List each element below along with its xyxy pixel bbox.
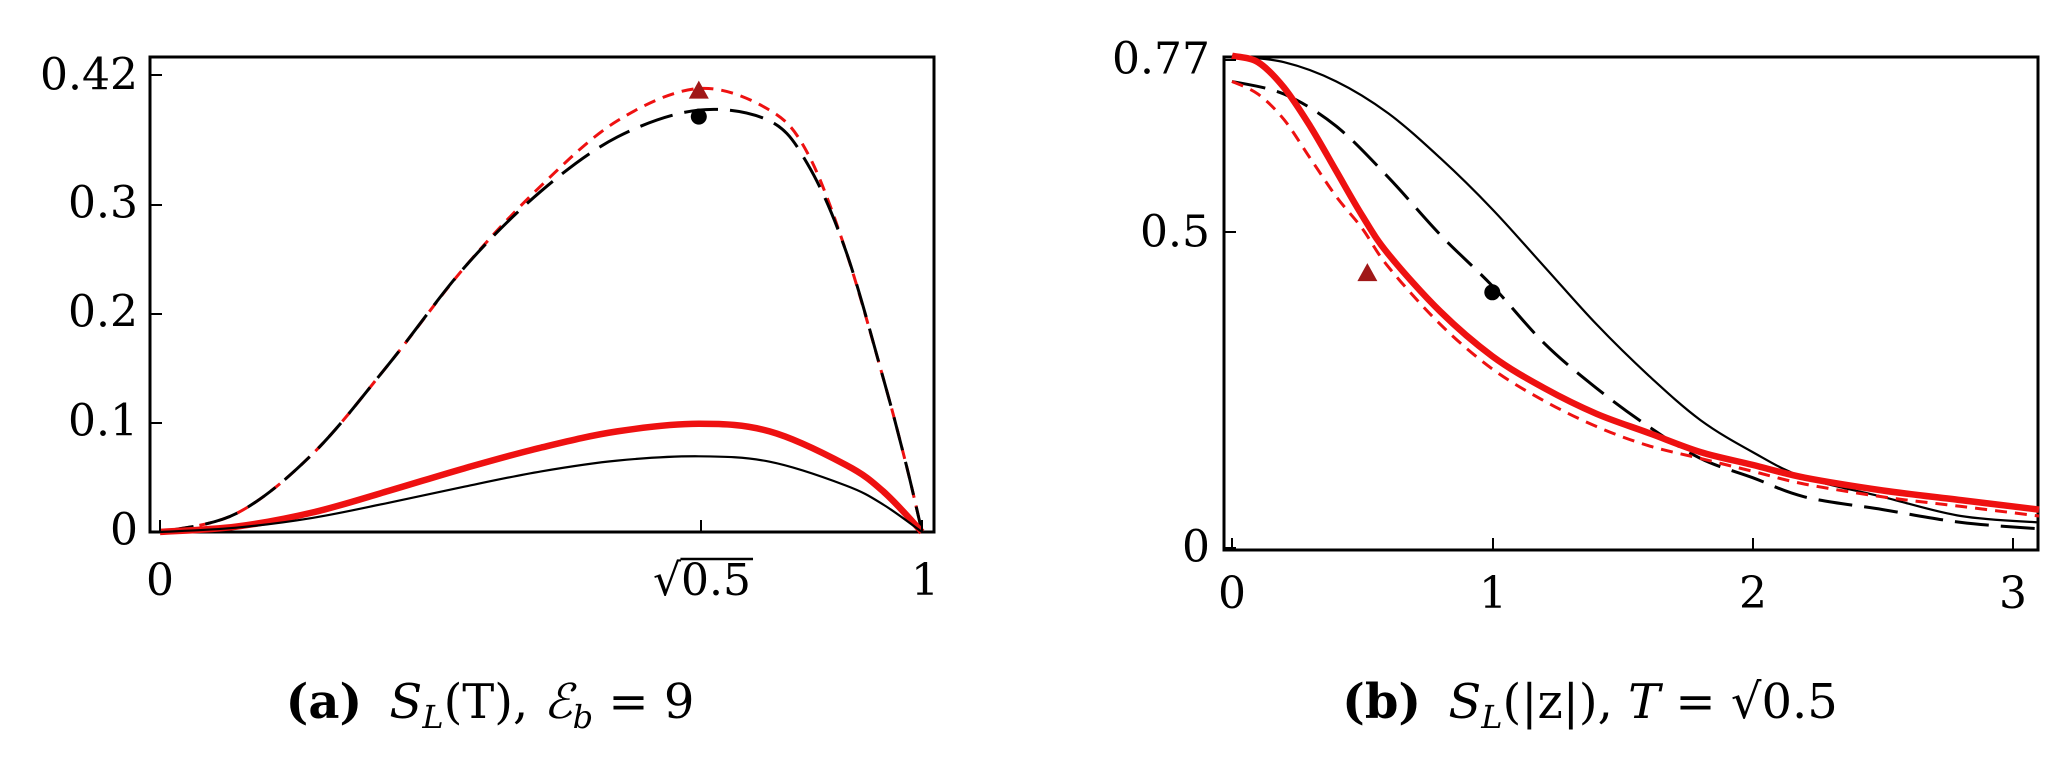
panel-b-triangle-marker <box>1357 263 1378 282</box>
panel-b-ytick-0: 0 <box>1182 522 1210 573</box>
panel-a-ytick-0.42: 0.42 <box>40 50 138 101</box>
panel-b-tickmarks <box>1224 59 2014 550</box>
panel-b-ytick-0.5: 0.5 <box>1140 207 1210 258</box>
panel-b-frame <box>1222 55 2040 552</box>
panel-a-ytick-0.1: 0.1 <box>68 396 138 447</box>
panel-a-ytick-0.3: 0.3 <box>68 178 138 229</box>
panel-a-series-black-longdash <box>159 107 924 534</box>
panel-a-caption-fn: S <box>389 674 422 730</box>
panel-b-series-red-dashed <box>1231 80 2040 518</box>
panel-a-caption-arg: (T), <box>444 674 544 730</box>
panel-b-ytick-0.77: 0.77 <box>1112 34 1210 85</box>
panel-a-tickmarks <box>150 74 923 532</box>
panel-a-circle-marker <box>690 108 707 125</box>
panel-b-xtick-2: 2 <box>1739 568 1767 619</box>
panel-b: 0 0.5 0.77 0 1 2 3 <box>1112 34 2040 619</box>
panel-a-caption-rest: = 9 <box>593 674 694 730</box>
panel-b-xtick-0: 0 <box>1218 568 1246 619</box>
panel-a-caption-sub: L <box>421 698 443 736</box>
panel-b-caption-arg: (|z|), <box>1503 674 1629 730</box>
panel-a-ytick-0.2: 0.2 <box>68 287 138 338</box>
panel-b-series-black-longdash <box>1231 79 2040 531</box>
panel-b-plot <box>1231 52 2040 531</box>
panel-a-label: (a) <box>286 674 363 730</box>
panel-a-ytick-0: 0 <box>110 505 138 556</box>
panel-b-xtick-1: 1 <box>1479 568 1507 619</box>
panel-a: 0 0.1 0.2 0.3 0.42 0 √0.5 1 <box>40 50 939 607</box>
panel-a-series-red-thick <box>159 420 925 536</box>
panel-b-xtick-3: 3 <box>1999 568 2027 619</box>
panel-b-series-black-thin <box>1231 54 2040 524</box>
panel-b-series-red-thick <box>1231 52 2040 513</box>
panel-b-caption: (b) SL(|z|), T = √0.5 <box>1342 674 1838 736</box>
panel-a-series-black-thin <box>159 455 923 534</box>
panel-a-frame <box>148 55 936 534</box>
panel-a-xtick-0: 0 <box>146 555 174 606</box>
panel-a-xtick-sqrt0.5: √0.5 <box>653 555 751 606</box>
panel-b-caption-fn: S <box>1448 674 1481 730</box>
panel-a-series-red-dashed <box>159 86 924 534</box>
panel-b-caption-sub: L <box>1480 698 1502 736</box>
panel-a-caption: (a) SL(T), ℰb = 9 <box>286 674 695 736</box>
panel-a-caption-script: ℰ <box>544 674 578 730</box>
panel-b-label: (b) <box>1342 674 1421 730</box>
panel-b-caption-rest: = √0.5 <box>1660 674 1838 730</box>
panel-a-xtick-1: 1 <box>911 555 939 606</box>
panel-a-caption-sub2: b <box>573 698 593 736</box>
panel-a-plot <box>159 80 925 536</box>
panel-a-triangle-marker <box>688 80 709 99</box>
panel-b-circle-marker <box>1484 284 1501 301</box>
panel-b-caption-var: T <box>1628 674 1663 730</box>
